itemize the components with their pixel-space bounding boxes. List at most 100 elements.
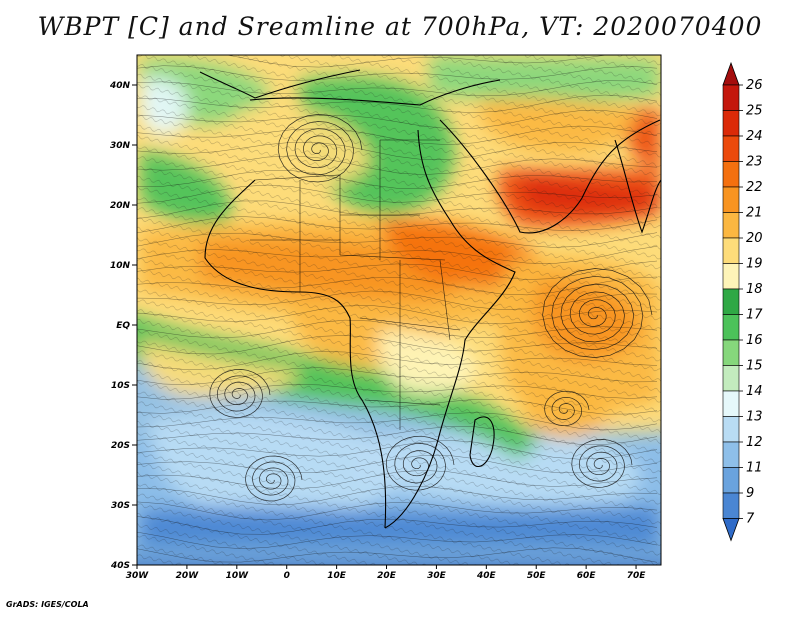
- coastline-arabia: [439, 119, 661, 234]
- lat-tick-label: 20N: [110, 201, 131, 211]
- latitude-ticks: 40N 30N 20N 10N EQ 10S 20S 30S 40S: [109, 81, 137, 571]
- colorbar-label: 9: [746, 486, 754, 501]
- streamline: [137, 501, 658, 521]
- streamline: [137, 516, 658, 535]
- colorbar-box: [722, 237, 740, 264]
- colorbar-label: 7: [746, 512, 755, 527]
- vortex-south-indian: [571, 439, 633, 488]
- lon-tick-label: 10W: [226, 571, 250, 581]
- colorbar-label: 14: [746, 384, 763, 399]
- colorbar-box: [722, 441, 740, 468]
- colorbar-box: [722, 84, 740, 111]
- coastline-madagascar: [469, 416, 495, 467]
- vortex-southern-africa: [385, 435, 455, 491]
- colorbar-box: [722, 135, 740, 162]
- colorbar-box: [722, 263, 740, 290]
- vortex-south-atlantic: [245, 455, 303, 502]
- map-frame: [136, 54, 662, 566]
- map-panel: [137, 55, 661, 565]
- streamline: [137, 455, 658, 474]
- colorbar-label: 23: [746, 155, 763, 170]
- streamline-texture: [137, 55, 661, 565]
- colorbar-box: [722, 492, 740, 519]
- streamline: [137, 55, 610, 68]
- streamline: [137, 335, 658, 355]
- colorbar-box: [722, 339, 740, 366]
- vortex-madagascar-east: [544, 390, 590, 427]
- lon-tick-label: 0: [284, 571, 290, 581]
- streamline: [137, 184, 658, 204]
- streamline: [137, 94, 658, 113]
- lat-tick-label: 30N: [110, 141, 131, 151]
- streamline: [137, 547, 658, 563]
- map-title: WBPT [C] and Sreamline at 700hPa, VT: 20…: [37, 12, 763, 41]
- coastline-africa-east: [384, 129, 516, 529]
- streamline: [137, 384, 658, 400]
- colorbar-label: 16: [746, 333, 763, 348]
- colorbar-box: [722, 365, 740, 392]
- colorbar-box: [722, 288, 740, 315]
- lon-tick-label: 30E: [427, 571, 447, 581]
- lat-tick-label: 40S: [110, 561, 130, 571]
- streamline: [137, 426, 658, 445]
- streamline: [137, 351, 658, 371]
- streamline: [137, 440, 658, 460]
- streamline: [137, 125, 658, 145]
- colorbar-box: [722, 314, 740, 341]
- colorbar-label: 13: [746, 410, 763, 425]
- colorbar: 26 25 24 23 22 21 20 19 18 17 16 15 14 13 12 11 9 7: [722, 61, 763, 542]
- streamline: [137, 276, 658, 296]
- colorbar-label: 11: [746, 461, 763, 476]
- streamline: [137, 486, 658, 505]
- vortex-south-atlantic-north: [209, 369, 271, 418]
- lon-tick-label: 30W: [126, 571, 150, 581]
- streamline: [137, 232, 658, 248]
- streamline: [137, 260, 658, 280]
- streamline: [137, 141, 658, 160]
- colorbar-top-triangle: [722, 61, 740, 86]
- coastline-india: [614, 139, 661, 234]
- colorbar-label: 18: [746, 282, 763, 297]
- streamline: [137, 80, 658, 97]
- lat-tick-label: 30S: [111, 501, 130, 511]
- colorbar-label: 15: [746, 359, 763, 374]
- colorbar-box: [722, 390, 740, 417]
- colorbar-label: 24: [746, 129, 763, 144]
- streamline: [137, 305, 658, 325]
- colorbar-box: [722, 161, 740, 188]
- coastline-africa-west: [204, 179, 387, 529]
- streamline: [137, 399, 658, 415]
- lat-tick-label: 10S: [111, 381, 130, 391]
- lat-tick-label: 10N: [110, 261, 131, 271]
- lat-tick-label: EQ: [116, 321, 130, 331]
- lat-tick-label: 20S: [111, 441, 130, 451]
- streamline: [137, 319, 658, 339]
- coastline-europe: [199, 69, 361, 99]
- colorbar-label: 17: [746, 308, 763, 323]
- colorbar-bottom-triangle: [722, 518, 740, 542]
- colorbar-box: [722, 212, 740, 239]
- grads-credit: GrADS: IGES/COLA: [6, 600, 89, 609]
- vortex-arabian-sea: [542, 268, 653, 358]
- colorbar-label: 19: [746, 257, 763, 272]
- lon-tick-label: 60E: [577, 571, 597, 581]
- colorbar-label: 26: [746, 78, 763, 93]
- colorbar-label: 25: [746, 104, 763, 119]
- colorbar-box: [722, 416, 740, 443]
- colorbar-label: 22: [746, 180, 763, 195]
- lon-tick-label: 40E: [476, 571, 497, 581]
- colorbar-label: 20: [746, 231, 763, 246]
- streamline: [137, 246, 658, 264]
- streamline: [137, 110, 658, 129]
- lon-tick-label: 70E: [627, 571, 647, 581]
- colorbar-label: 12: [746, 435, 763, 450]
- streamline: [137, 65, 658, 81]
- vortex-sahara: [277, 114, 363, 183]
- colorbar-label: 21: [746, 206, 763, 221]
- country-borders: [250, 139, 461, 430]
- streamline: [137, 531, 658, 549]
- streamline: [137, 216, 658, 234]
- streamline: [137, 170, 658, 189]
- streamline: [137, 412, 658, 431]
